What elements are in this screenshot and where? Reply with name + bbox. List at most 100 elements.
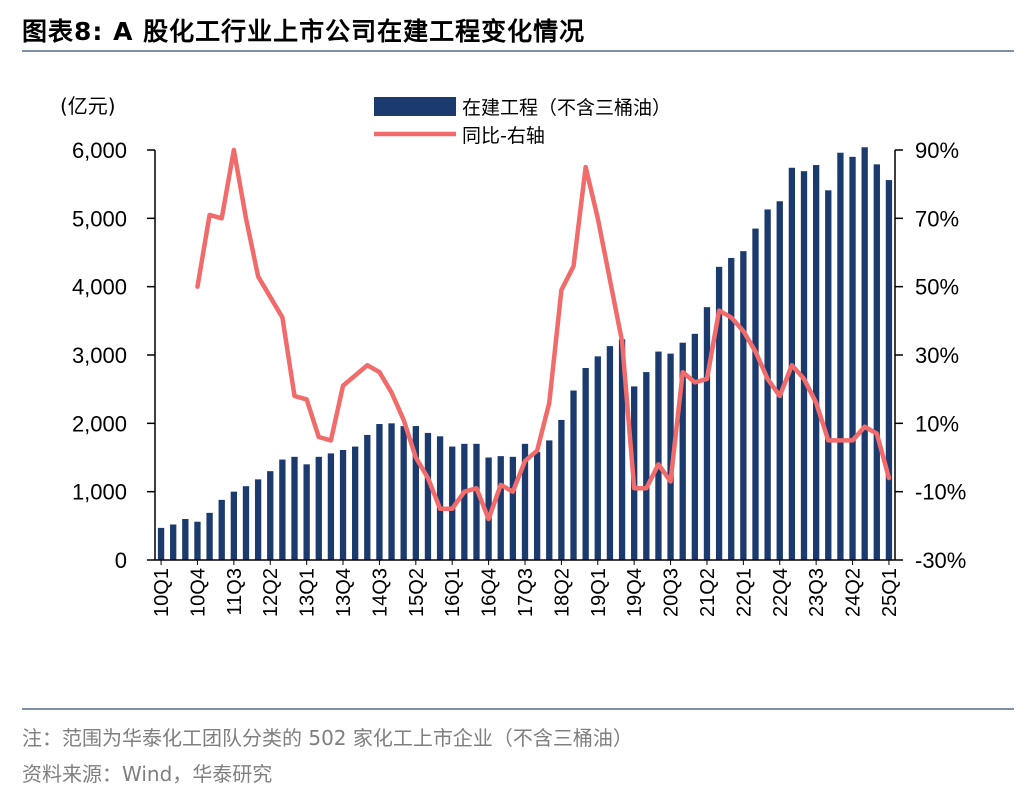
bar <box>825 190 832 560</box>
bar <box>521 443 529 560</box>
bar <box>582 367 589 560</box>
bar <box>546 440 553 560</box>
x-tick-label: 13Q1 <box>297 568 319 617</box>
x-tick-label: 16Q1 <box>442 568 464 617</box>
bar <box>267 471 274 560</box>
x-tick-label: 16Q4 <box>479 568 501 617</box>
bar <box>752 228 759 560</box>
x-tick-label: 11Q3 <box>224 568 246 615</box>
right-tick-label: 10% <box>915 411 959 436</box>
bar <box>242 486 250 560</box>
left-tick-label: 6,000 <box>72 138 127 163</box>
x-tick-label: 22Q1 <box>733 568 755 617</box>
left-tick-label: 5,000 <box>72 206 127 231</box>
left-tick-label: 0 <box>115 548 127 573</box>
x-tick-label: 17Q3 <box>515 568 537 617</box>
left-axis-unit: (亿元) <box>60 94 116 118</box>
bar <box>412 426 419 560</box>
left-tick-label: 3,000 <box>72 343 127 368</box>
bar <box>449 446 456 560</box>
bar <box>861 147 868 560</box>
bar <box>497 456 504 560</box>
bar <box>643 372 650 560</box>
bar <box>679 342 686 560</box>
right-tick-label: 50% <box>915 275 959 300</box>
bar <box>533 452 541 560</box>
bar <box>764 209 771 560</box>
bar <box>303 464 310 560</box>
bar <box>703 307 711 560</box>
bar <box>618 339 626 560</box>
bar <box>776 201 783 560</box>
bar <box>473 443 480 560</box>
right-tick-label: 70% <box>915 206 959 231</box>
bar <box>182 519 189 560</box>
bar <box>291 456 298 560</box>
x-tick-label: 20Q3 <box>661 568 683 617</box>
footer-divider <box>22 708 1014 710</box>
bar <box>254 479 262 560</box>
bar <box>461 443 468 560</box>
bar <box>837 152 844 561</box>
x-tick-label: 12Q2 <box>260 568 282 617</box>
bar <box>170 524 177 560</box>
left-tick-label: 1,000 <box>72 480 127 505</box>
footnote: 注：范围为华泰化工团队分类的 502 家化工上市企业（不含三桶油） <box>22 726 633 750</box>
bar <box>606 346 614 560</box>
x-tick-label: 21Q2 <box>697 568 719 617</box>
x-tick-label: 15Q2 <box>406 568 428 617</box>
x-tick-label: 19Q1 <box>588 568 610 617</box>
bar <box>339 449 347 560</box>
bar <box>436 436 444 560</box>
bar <box>218 499 225 560</box>
x-tick-label: 10Q4 <box>187 568 209 617</box>
bar <box>558 419 565 560</box>
bar <box>715 266 723 560</box>
bar <box>424 432 432 560</box>
x-tick-label: 25Q1 <box>879 568 901 617</box>
bar <box>388 423 395 560</box>
legend-bar-label: 在建工程（不含三桶油） <box>462 97 671 119</box>
source-note: 资料来源：Wind，华泰研究 <box>22 762 273 786</box>
yoy-line-series <box>195 147 892 522</box>
left-tick-label: 2,000 <box>72 411 127 436</box>
x-tick-label: 22Q4 <box>770 568 792 617</box>
right-tick-label: -10% <box>915 480 966 505</box>
bar <box>352 446 359 560</box>
bar <box>800 171 808 560</box>
legend-line-label: 同比-右轴 <box>462 125 545 147</box>
bar <box>849 156 856 560</box>
bar <box>157 527 165 560</box>
bar <box>570 390 577 560</box>
chart: 0 1,000 2,000 3,000 4,000 5,000 6,000 -30% -10% 1… <box>60 94 966 617</box>
x-tick-label: 19Q4 <box>624 568 646 617</box>
bar <box>667 353 674 560</box>
x-tick-label: 14Q3 <box>369 568 391 617</box>
bar <box>315 456 322 560</box>
bar <box>812 165 820 560</box>
bar <box>728 257 735 560</box>
bar-series <box>157 147 893 561</box>
bar <box>509 456 517 560</box>
bar <box>400 426 407 560</box>
page-title: 图表8: A 股化工行业上市公司在建工程变化情况 <box>22 17 586 46</box>
bar <box>740 251 747 560</box>
x-tick-label: 10Q1 <box>151 568 173 617</box>
bar <box>327 453 335 560</box>
legend-bar-swatch <box>374 97 456 116</box>
bar <box>364 434 371 560</box>
bar <box>485 457 492 560</box>
x-tick-label: 24Q2 <box>843 568 865 617</box>
bar <box>230 491 238 560</box>
axes: 0 1,000 2,000 3,000 4,000 5,000 6,000 -30% -10% 1… <box>72 138 966 617</box>
title-divider <box>22 50 1014 52</box>
bar <box>279 459 286 560</box>
bar <box>873 164 880 560</box>
bar <box>206 512 213 560</box>
x-tick-label: 13Q4 <box>333 568 355 617</box>
bar <box>655 351 662 560</box>
bar <box>194 521 201 560</box>
bar <box>885 180 893 560</box>
x-tick-label: 23Q3 <box>806 568 828 617</box>
right-tick-label: 90% <box>915 138 959 163</box>
